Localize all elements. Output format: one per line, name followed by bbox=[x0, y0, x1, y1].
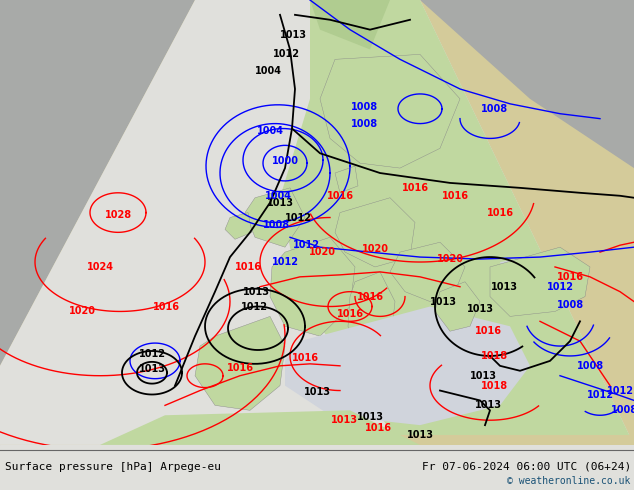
Text: 1013: 1013 bbox=[138, 364, 165, 374]
Text: 1008: 1008 bbox=[611, 405, 634, 416]
Polygon shape bbox=[100, 410, 420, 445]
Polygon shape bbox=[335, 166, 358, 193]
Polygon shape bbox=[348, 272, 395, 371]
Text: 1018: 1018 bbox=[481, 351, 508, 361]
Text: 1012: 1012 bbox=[271, 257, 299, 267]
Polygon shape bbox=[195, 317, 285, 410]
Text: 1013: 1013 bbox=[356, 412, 384, 422]
Polygon shape bbox=[335, 198, 415, 267]
Text: 1020: 1020 bbox=[436, 254, 463, 264]
Text: Surface pressure [hPa] Arpege-eu: Surface pressure [hPa] Arpege-eu bbox=[5, 462, 221, 471]
Text: 1004: 1004 bbox=[264, 191, 292, 201]
Polygon shape bbox=[200, 435, 634, 445]
Text: 1012: 1012 bbox=[607, 386, 633, 395]
Text: © weatheronline.co.uk: © weatheronline.co.uk bbox=[507, 476, 631, 487]
Text: 1013: 1013 bbox=[491, 282, 517, 292]
Text: 1012: 1012 bbox=[285, 213, 311, 222]
Text: 1020: 1020 bbox=[68, 306, 96, 317]
Text: 1020: 1020 bbox=[309, 247, 335, 257]
Text: 1013: 1013 bbox=[266, 197, 294, 208]
Text: 1012: 1012 bbox=[586, 391, 614, 400]
Text: 1012: 1012 bbox=[547, 282, 574, 292]
Text: 1008: 1008 bbox=[351, 119, 378, 128]
Polygon shape bbox=[500, 252, 580, 282]
Text: 1013: 1013 bbox=[467, 304, 493, 315]
Text: Fr 07-06-2024 06:00 UTC (06+24): Fr 07-06-2024 06:00 UTC (06+24) bbox=[422, 462, 631, 471]
Text: 1004: 1004 bbox=[254, 66, 281, 76]
Text: 1016: 1016 bbox=[557, 272, 583, 282]
Text: 1016: 1016 bbox=[226, 363, 254, 373]
Text: 1016: 1016 bbox=[327, 191, 354, 201]
Polygon shape bbox=[270, 237, 355, 336]
Text: 1012: 1012 bbox=[273, 49, 299, 59]
Text: 1028: 1028 bbox=[105, 210, 132, 220]
Text: 1004: 1004 bbox=[257, 126, 283, 137]
Text: 1024: 1024 bbox=[86, 262, 113, 272]
Text: 1016: 1016 bbox=[153, 301, 179, 312]
Text: 1012: 1012 bbox=[292, 240, 320, 250]
Text: 1013: 1013 bbox=[470, 371, 496, 381]
Text: 1013: 1013 bbox=[330, 415, 358, 425]
Text: 1016: 1016 bbox=[486, 208, 514, 218]
Polygon shape bbox=[490, 247, 590, 317]
Polygon shape bbox=[245, 188, 305, 247]
Polygon shape bbox=[390, 242, 465, 301]
Polygon shape bbox=[280, 0, 634, 445]
Text: 1000: 1000 bbox=[271, 156, 299, 166]
Polygon shape bbox=[435, 282, 480, 331]
Text: 1008: 1008 bbox=[557, 299, 583, 310]
Polygon shape bbox=[285, 307, 530, 425]
Polygon shape bbox=[225, 213, 252, 239]
Text: 1016: 1016 bbox=[365, 423, 392, 433]
Polygon shape bbox=[0, 0, 634, 445]
Text: 1013: 1013 bbox=[406, 430, 434, 440]
Text: 1008: 1008 bbox=[481, 104, 508, 114]
Polygon shape bbox=[320, 54, 460, 168]
Text: 1016: 1016 bbox=[441, 191, 469, 201]
Polygon shape bbox=[310, 0, 420, 59]
Text: 1020: 1020 bbox=[361, 244, 389, 254]
Polygon shape bbox=[310, 0, 390, 49]
Text: 1008: 1008 bbox=[262, 220, 290, 230]
Text: 1016: 1016 bbox=[474, 326, 501, 336]
Text: 1016: 1016 bbox=[235, 262, 261, 272]
Text: 1013: 1013 bbox=[429, 296, 456, 307]
Text: 1008: 1008 bbox=[351, 102, 378, 112]
Text: 1012: 1012 bbox=[138, 349, 165, 359]
Polygon shape bbox=[0, 0, 195, 366]
Text: 1013: 1013 bbox=[474, 400, 501, 410]
Text: 1018: 1018 bbox=[481, 381, 508, 391]
Text: 1013: 1013 bbox=[280, 29, 306, 40]
Text: 1013: 1013 bbox=[304, 387, 330, 396]
Text: 1012: 1012 bbox=[240, 301, 268, 312]
Polygon shape bbox=[420, 0, 634, 168]
Text: 1016: 1016 bbox=[337, 309, 363, 319]
Text: 1016: 1016 bbox=[401, 183, 429, 193]
Text: 1016: 1016 bbox=[292, 353, 318, 363]
Text: 1013: 1013 bbox=[242, 287, 269, 296]
Text: 1016: 1016 bbox=[356, 292, 384, 302]
Text: 1008: 1008 bbox=[576, 361, 604, 371]
